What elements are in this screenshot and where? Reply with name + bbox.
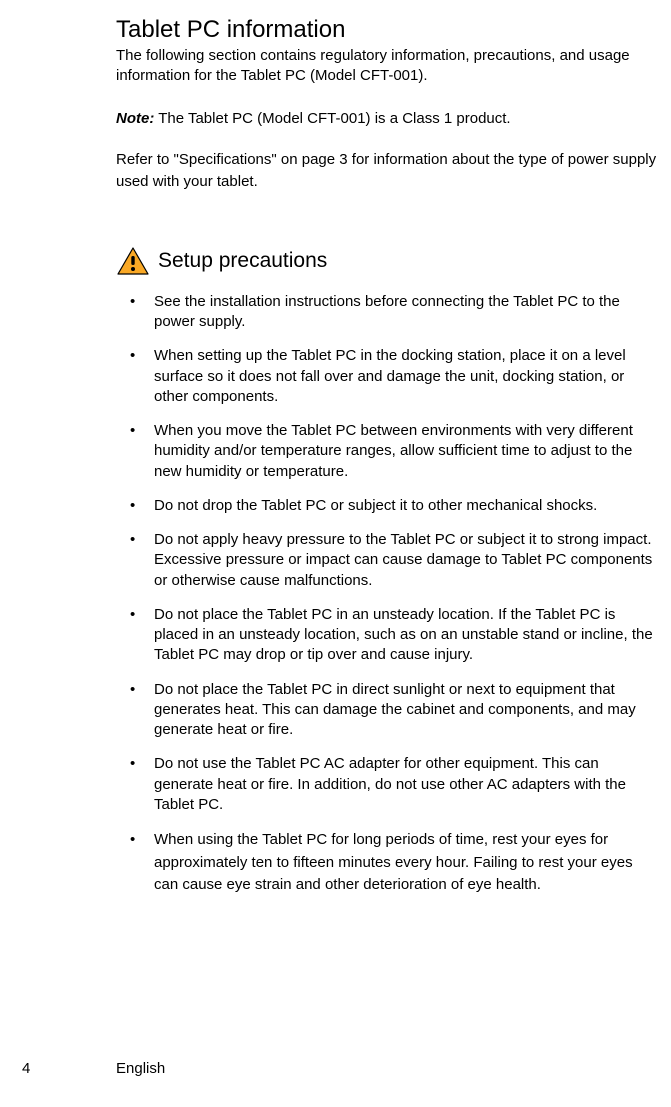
section-title: Setup precautions (158, 249, 327, 273)
precautions-list: • See the installation instructions befo… (116, 292, 660, 897)
page-number: 4 (0, 1060, 116, 1077)
page-title: Tablet PC information (116, 16, 660, 44)
bullet-text: Do not use the Tablet PC AC adapter for … (154, 754, 660, 815)
warning-icon (116, 246, 150, 276)
bullet-marker: • (116, 292, 154, 333)
note-paragraph: Note: The Tablet PC (Model CFT-001) is a… (116, 109, 660, 129)
bullet-text: Do not place the Tablet PC in direct sun… (154, 680, 660, 741)
bullet-text: Do not apply heavy pressure to the Table… (154, 530, 660, 591)
bullet-text: Do not place the Tablet PC in an unstead… (154, 605, 660, 666)
list-item: • Do not place the Tablet PC in an unste… (116, 605, 660, 666)
bullet-marker: • (116, 530, 154, 591)
intro-paragraph: The following section contains regulator… (116, 46, 660, 87)
bullet-marker: • (116, 829, 154, 897)
bullet-marker: • (116, 754, 154, 815)
list-item: • Do not place the Tablet PC in direct s… (116, 680, 660, 741)
bullet-text: See the installation instructions before… (154, 292, 660, 333)
list-item: • When setting up the Tablet PC in the d… (116, 346, 660, 407)
note-label: Note: (116, 110, 154, 127)
bullet-marker: • (116, 680, 154, 741)
bullet-text: When you move the Tablet PC between envi… (154, 421, 660, 482)
bullet-marker: • (116, 421, 154, 482)
bullet-marker: • (116, 346, 154, 407)
page-footer: 4 English (0, 1060, 671, 1077)
footer-language: English (116, 1060, 671, 1077)
list-item: • Do not use the Tablet PC AC adapter fo… (116, 754, 660, 815)
bullet-text: Do not drop the Tablet PC or subject it … (154, 496, 660, 516)
bullet-marker: • (116, 496, 154, 516)
refer-paragraph: Refer to "Specifications" on page 3 for … (116, 149, 660, 194)
bullet-text: When setting up the Tablet PC in the doc… (154, 346, 660, 407)
bullet-marker: • (116, 605, 154, 666)
list-item: • See the installation instructions befo… (116, 292, 660, 333)
note-text: The Tablet PC (Model CFT-001) is a Class… (154, 110, 510, 127)
list-item: • When using the Tablet PC for long peri… (116, 829, 660, 897)
list-item: • Do not drop the Tablet PC or subject i… (116, 496, 660, 516)
list-item: • When you move the Tablet PC between en… (116, 421, 660, 482)
list-item: • Do not apply heavy pressure to the Tab… (116, 530, 660, 591)
bullet-text: When using the Tablet PC for long period… (154, 829, 660, 897)
section-heading: Setup precautions (116, 246, 660, 276)
